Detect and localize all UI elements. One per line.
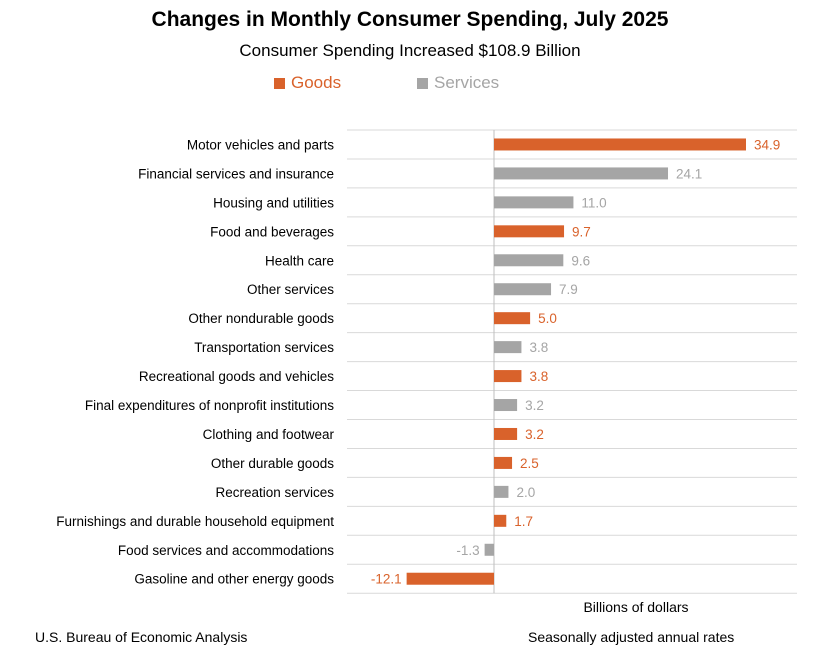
data-label: 11.0 <box>581 195 606 210</box>
bar <box>494 399 518 412</box>
chart-subtitle: Consumer Spending Increased $108.9 Billi… <box>239 41 581 60</box>
bar <box>494 225 565 238</box>
data-label: -12.1 <box>371 572 402 587</box>
rates-note: Seasonally adjusted annual rates <box>528 629 735 645</box>
category-label: Clothing and footwear <box>203 427 335 442</box>
data-label: 3.2 <box>525 398 544 413</box>
data-label: 9.6 <box>571 253 590 268</box>
category-label: Transportation services <box>194 340 334 355</box>
source-note: U.S. Bureau of Economic Analysis <box>35 629 248 645</box>
bar <box>494 196 574 209</box>
legend-goods-swatch <box>274 77 285 89</box>
data-label: 7.9 <box>559 282 578 297</box>
bar <box>494 485 509 498</box>
bar <box>484 543 494 556</box>
category-label: Food and beverages <box>210 224 334 239</box>
bar <box>494 138 746 151</box>
bar <box>494 283 552 296</box>
bar <box>406 572 494 585</box>
data-label: 5.0 <box>538 311 557 326</box>
category-label: Final expenditures of nonprofit institut… <box>85 398 334 413</box>
category-label: Food services and accommodations <box>118 543 334 558</box>
legend-services: Services <box>417 73 499 93</box>
category-label: Housing and utilities <box>213 195 334 210</box>
category-label: Health care <box>265 253 334 268</box>
data-label: -1.3 <box>456 543 479 558</box>
legend-goods-label: Goods <box>291 73 342 92</box>
data-label: 9.7 <box>572 224 591 239</box>
category-label: Recreation services <box>215 485 334 500</box>
bar <box>494 370 522 383</box>
bar <box>494 167 669 180</box>
category-label: Furnishings and durable household equipm… <box>56 514 334 529</box>
data-label: 2.5 <box>520 456 539 471</box>
category-label: Recreational goods and vehicles <box>139 369 334 384</box>
category-label: Other services <box>247 282 334 297</box>
data-label: 3.8 <box>529 369 548 384</box>
category-label: Gasoline and other energy goods <box>134 572 334 587</box>
category-label: Motor vehicles and parts <box>187 137 334 152</box>
legend-services-swatch <box>417 77 428 89</box>
chart-title: Changes in Monthly Consumer Spending, Ju… <box>151 8 669 31</box>
category-label: Other nondurable goods <box>188 311 334 326</box>
bar <box>494 514 507 527</box>
bar <box>494 312 531 325</box>
bar <box>494 427 518 440</box>
data-label: 2.0 <box>516 485 535 500</box>
data-label: 3.2 <box>525 427 544 442</box>
x-axis-title: Billions of dollars <box>583 599 689 615</box>
data-label: 3.8 <box>529 340 548 355</box>
category-label: Financial services and insurance <box>138 166 334 181</box>
legend-services-label: Services <box>434 73 500 92</box>
data-label: 24.1 <box>676 166 702 181</box>
data-label: 34.9 <box>754 137 780 152</box>
bar <box>494 254 564 267</box>
category-label: Other durable goods <box>211 456 334 471</box>
bar <box>494 456 513 469</box>
data-label: 1.7 <box>514 514 533 529</box>
legend-goods: Goods <box>274 73 341 93</box>
bar <box>494 341 522 354</box>
